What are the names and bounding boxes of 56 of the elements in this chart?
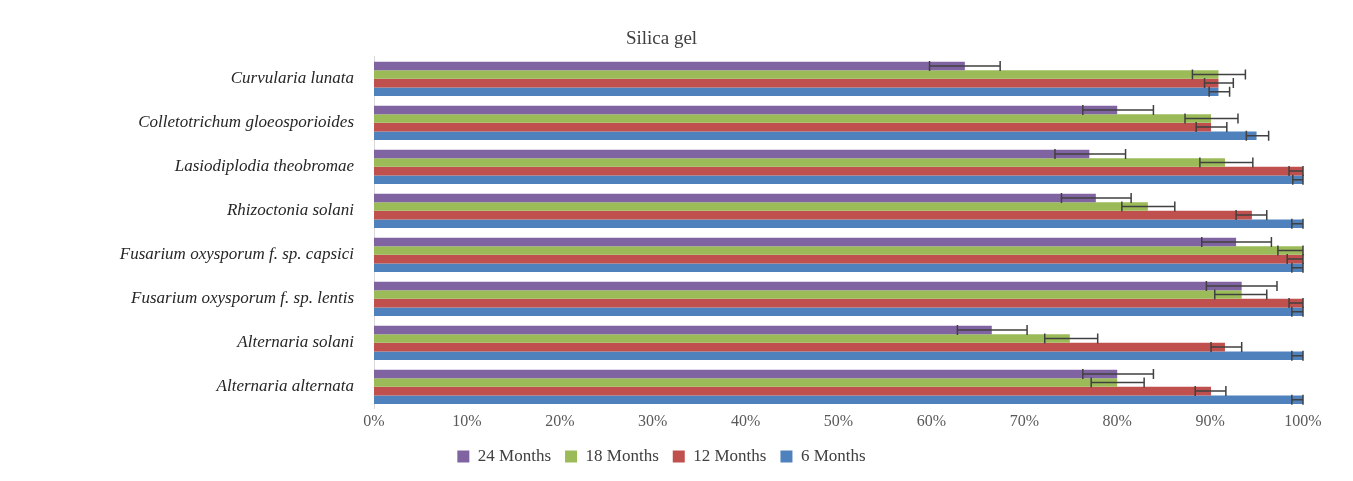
bar [374, 193, 1096, 203]
bar [374, 342, 1225, 352]
legend-label: 6 Months [800, 445, 866, 465]
y-tick-label: Rhizoctonia solani [225, 200, 355, 220]
x-tick-label: 40% [730, 411, 761, 429]
chart-title: Silica gel [625, 27, 698, 49]
bar [374, 70, 1219, 79]
bar [374, 263, 1303, 272]
x-tick-label: 0% [363, 411, 385, 429]
bar [374, 61, 965, 71]
x-tick-label: 30% [638, 411, 668, 429]
bar [374, 307, 1303, 316]
x-tick-label: 10% [452, 411, 482, 429]
y-tick-label: Alternaria solani [236, 332, 355, 352]
x-tick-label: 60% [916, 411, 947, 429]
bar [374, 298, 1303, 308]
legend-label: 24 Months [477, 445, 552, 465]
bar [374, 210, 1252, 220]
bar [374, 78, 1219, 88]
bar [374, 386, 1212, 396]
y-tick-label: Fusarium oxysporum f. sp. capsici [118, 244, 355, 264]
bar [374, 254, 1303, 264]
bar [374, 122, 1212, 132]
legend-label: 12 Months [693, 445, 767, 465]
bar [374, 175, 1303, 184]
x-tick-label: 90% [1195, 411, 1225, 429]
x-tick-label: 100% [1284, 411, 1322, 429]
bar [374, 166, 1303, 176]
bar [374, 325, 992, 335]
bar [374, 369, 1118, 379]
bar [374, 202, 1148, 211]
legend-label: 18 Months [585, 445, 659, 465]
y-tick-label: Fusarium oxysporum f. sp. lentis [130, 288, 355, 308]
y-tick-label: Lasiodiplodia theobromae [173, 156, 355, 176]
bar [374, 334, 1070, 343]
bar [374, 246, 1303, 255]
x-tick-label: 20% [545, 411, 575, 429]
x-tick-label: 50% [823, 411, 854, 429]
bar [374, 105, 1118, 115]
bar [374, 281, 1242, 291]
bar [374, 351, 1303, 360]
bar [374, 290, 1242, 299]
bar [374, 219, 1303, 228]
bar [374, 158, 1225, 167]
y-tick-label: Colletotrichum gloeosporioides [138, 112, 355, 132]
y-tick-label: Curvularia lunata [230, 68, 354, 88]
bar [374, 114, 1212, 123]
bar [374, 395, 1303, 404]
x-tick-label: 70% [1009, 411, 1039, 429]
bar [374, 237, 1237, 247]
bar [374, 378, 1118, 387]
bar [374, 87, 1219, 96]
bar [374, 131, 1257, 140]
y-tick-label: Alternaria alternata [215, 376, 354, 396]
x-tick-label: 80% [1102, 411, 1132, 429]
bar [374, 149, 1090, 159]
